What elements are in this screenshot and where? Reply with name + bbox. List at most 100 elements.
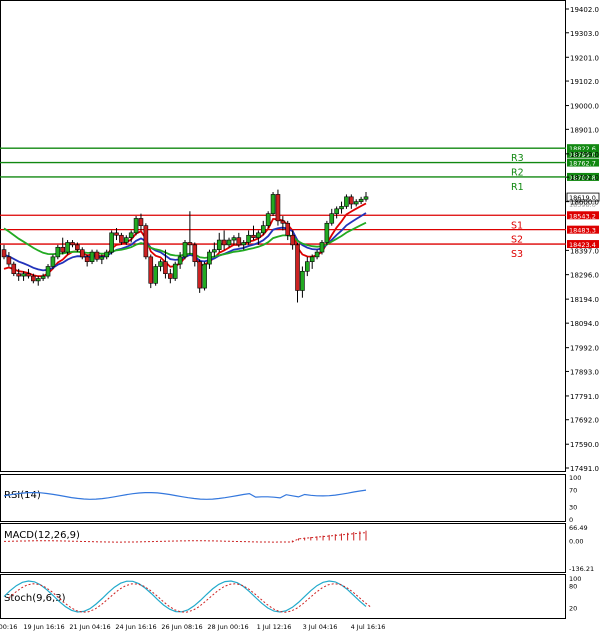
candle-bull: [260, 225, 266, 234]
candle-bear: [60, 246, 66, 253]
candle-bear: [290, 234, 295, 246]
candle-bear: [275, 194, 281, 222]
macd-axis-label: 0.00: [569, 537, 583, 545]
rsi-axis-label: 70: [569, 487, 577, 495]
candle-bull: [35, 278, 41, 282]
candle-bear: [114, 232, 119, 236]
rsi-axis-label: 0: [569, 516, 573, 524]
candle-bear: [295, 244, 300, 291]
stoch-axis-label: 80: [569, 582, 577, 590]
candle-bear: [94, 251, 100, 260]
stoch-k-line: [3, 580, 367, 613]
time-axis-label: 28 Jun 00:16: [207, 623, 248, 631]
time-axis-label: 00:16: [0, 623, 17, 631]
candle-bear: [31, 275, 36, 282]
candle-bull: [363, 196, 369, 200]
candle-bull: [344, 196, 349, 207]
candle-bull: [133, 218, 139, 234]
candle-bull: [158, 261, 163, 267]
level-name-r3: R3: [511, 153, 524, 164]
candle-bear: [168, 273, 173, 279]
candle-bull: [339, 206, 344, 210]
price-axis-label: 18194.0: [570, 296, 599, 304]
macd-panel-frame: [0, 523, 566, 573]
candle-bull: [207, 251, 212, 265]
candle-bull: [216, 239, 222, 250]
candle-bull: [65, 242, 70, 253]
price-axis-label: 18702.0: [570, 174, 599, 182]
rsi-line: [3, 489, 367, 500]
price-axis-label: 19201.0: [570, 54, 599, 62]
level-price-label: 18822.6: [569, 145, 596, 153]
candle-bull: [226, 239, 232, 246]
time-axis-label: 26 Jun 08:16: [161, 623, 202, 631]
candle-bear: [192, 244, 198, 262]
level-price-tag: [567, 158, 599, 167]
candle-bull: [246, 234, 251, 243]
price-axis-label: 17491.0: [570, 465, 599, 473]
price-axis-label: 18397.0: [570, 247, 599, 255]
price-axis-label: 19303.0: [570, 30, 599, 38]
candle-bear: [75, 244, 80, 250]
level-price-tag: [567, 144, 599, 153]
candle-bear: [285, 222, 291, 236]
candle-bear: [163, 261, 168, 274]
price-axis-label: 18799.0: [570, 151, 599, 159]
candle-bear: [221, 239, 227, 246]
time-axis-label: 21 Jun 04:16: [69, 623, 110, 631]
price-axis-label: 17992.0: [570, 345, 599, 353]
level-price-tag: [567, 211, 599, 220]
candle-bear: [148, 256, 154, 284]
price-panel-frame: [0, 0, 566, 472]
candle-bull: [202, 263, 207, 289]
candle-bear: [187, 242, 193, 246]
time-axis-label: 24 Jun 16:16: [115, 623, 156, 631]
candle-bear: [280, 220, 286, 224]
candle-bull: [270, 194, 276, 214]
stoch-d-line: [8, 583, 372, 613]
time-axis-label: 3 Jul 04:16: [303, 623, 338, 631]
stoch-axis-label: 100: [569, 575, 581, 583]
macd-signal-line: [3, 532, 367, 543]
last-price-label: 18619.0: [569, 194, 596, 202]
candle-bull: [300, 270, 305, 291]
candle-bear: [197, 261, 202, 289]
level-name-r1: R1: [511, 182, 524, 193]
extra-level-tag: [567, 149, 599, 158]
candle-bear: [251, 234, 256, 238]
candle-bear: [119, 234, 124, 243]
stoch-panel-frame: [0, 574, 566, 619]
candle-bear: [1, 249, 7, 258]
level-name-r2: R2: [511, 168, 524, 179]
rsi-title: RSI(14): [4, 490, 41, 501]
candle-bull: [314, 251, 320, 258]
candle-bull: [55, 246, 61, 258]
candle-bear: [11, 263, 17, 274]
candle-bull: [309, 256, 315, 262]
price-axis-label: 19402.0: [570, 6, 599, 14]
candle-bull: [265, 213, 271, 226]
price-axis-label: 17791.0: [570, 393, 599, 401]
candle-bull: [109, 232, 114, 253]
candle-bull: [304, 261, 310, 272]
level-name-s3: S3: [511, 249, 523, 260]
candle-bull: [123, 237, 129, 243]
price-axis-label: 18901.0: [570, 126, 599, 134]
price-axis-label: 17590.0: [570, 441, 599, 449]
candle-bull: [89, 251, 95, 262]
candle-bull: [21, 273, 26, 277]
rsi-axis-label: 100: [569, 474, 581, 482]
price-axis-label: 18094.0: [570, 320, 599, 328]
macd-axis-label: 66.49: [569, 524, 588, 532]
last-price-tag: [566, 192, 600, 202]
time-axis-label: 4 Jul 16:16: [351, 623, 386, 631]
candle-bull: [334, 208, 339, 214]
candle-bull: [172, 263, 178, 279]
time-axis-label: 19 Jun 16:16: [23, 623, 64, 631]
price-axis-label: 19000.0: [570, 103, 599, 111]
level-price-label: 18702.8: [569, 174, 596, 182]
macd-axis-label: -136.21: [569, 565, 594, 573]
candle-bull: [256, 232, 261, 238]
